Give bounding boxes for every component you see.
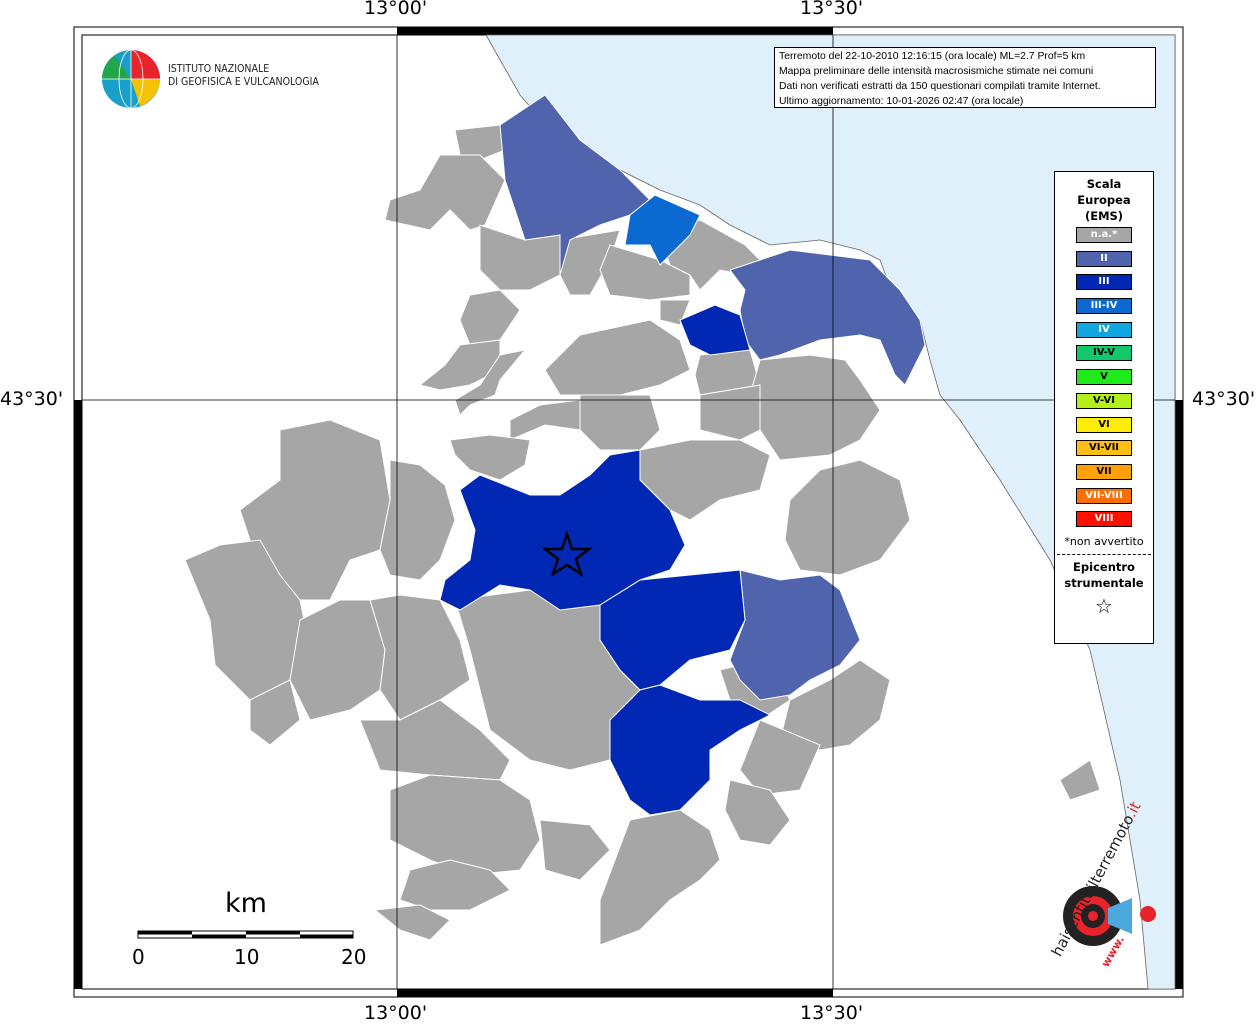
legend-title-line2: Europea (1077, 193, 1131, 207)
legend-item: V-VI (1076, 392, 1132, 409)
scale-bar (137, 930, 354, 939)
legend-item: III (1076, 274, 1132, 291)
data-source-line: Dati non verificati estratti da 150 ques… (779, 81, 1101, 92)
legend-separator (1057, 553, 1151, 555)
lon-label-bottom-left: 13°00' (364, 1002, 428, 1024)
legend-item: VII (1076, 463, 1132, 480)
event-info-box: Terremoto del 22-10-2010 12:16:15 (ora l… (774, 47, 1156, 108)
scale-tick-20: 20 (341, 945, 367, 969)
legend-item: VI (1076, 416, 1132, 433)
legend-item: V (1076, 369, 1132, 386)
legend-item: VIII (1076, 511, 1132, 528)
legend-item: VI-VII (1076, 440, 1132, 457)
epicenter-star-icon (541, 530, 593, 577)
scale-tick-10: 10 (234, 945, 260, 969)
legend-items: n.a.* II III III-IV IV IV-V V V-VI VI VI-VII VII VI… (1055, 227, 1153, 528)
legend-item: IV-V (1076, 345, 1132, 362)
legend-item: n.a.* (1076, 227, 1132, 243)
legend-epicenter-label: Epicentro strumentale (1055, 559, 1153, 591)
update-line: Ultimo aggiornamento: 10-01-2026 02:47 (… (779, 96, 1024, 107)
lat-label-right: 43°30' (1192, 388, 1256, 410)
globe-icon (102, 49, 160, 109)
municipalities-ems-iii (439, 304, 772, 816)
scale-unit: km (225, 888, 267, 919)
legend-epicenter-line2: strumentale (1064, 575, 1144, 590)
legend-title: Scala Europea (EMS) (1055, 176, 1153, 224)
institute-line1: ISTITUTO NAZIONALE (168, 63, 270, 75)
lon-label-bottom-right: 13°30' (800, 1002, 864, 1024)
municipalities-ems-ii (499, 94, 926, 701)
ems-legend: Scala Europea (EMS) n.a.* II III III-IV IV IV… (1054, 171, 1154, 644)
institute-name: ISTITUTO NAZIONALE DI GEOFISICA E VULCAN… (168, 63, 319, 89)
legend-item: VII-VIII (1076, 487, 1132, 504)
legend-epicenter-line1: Epicentro (1073, 559, 1135, 574)
lon-label-top-left: 13°00' (364, 0, 428, 19)
legend-na-note: *non avvertito (1064, 534, 1144, 548)
municipality-ems-iii-iv (624, 194, 701, 266)
lon-label-top-right: 13°30' (800, 0, 864, 19)
municipalities-na (184, 124, 1101, 946)
event-line: Terremoto del 22-10-2010 12:16:15 (ora l… (779, 51, 1086, 62)
seismic-target-icon (1063, 886, 1156, 946)
scale-tick-0: 0 (132, 945, 145, 969)
legend-item: III-IV (1076, 298, 1132, 315)
map-frame (74, 27, 1183, 997)
institute-line2: DI GEOFISICA E VULCANOLOGIA (168, 76, 319, 88)
graticule (82, 35, 1175, 989)
legend-star-icon: ☆ (1095, 593, 1113, 618)
legend-item: IV (1076, 321, 1132, 338)
legend-item: II (1076, 250, 1132, 267)
map-description-line: Mappa preliminare delle intensità macros… (779, 66, 1094, 77)
legend-title-line1: Scala (1086, 177, 1122, 191)
lat-label-left: 43°30' (0, 388, 64, 410)
legend-title-line3: (EMS) (1084, 209, 1124, 223)
